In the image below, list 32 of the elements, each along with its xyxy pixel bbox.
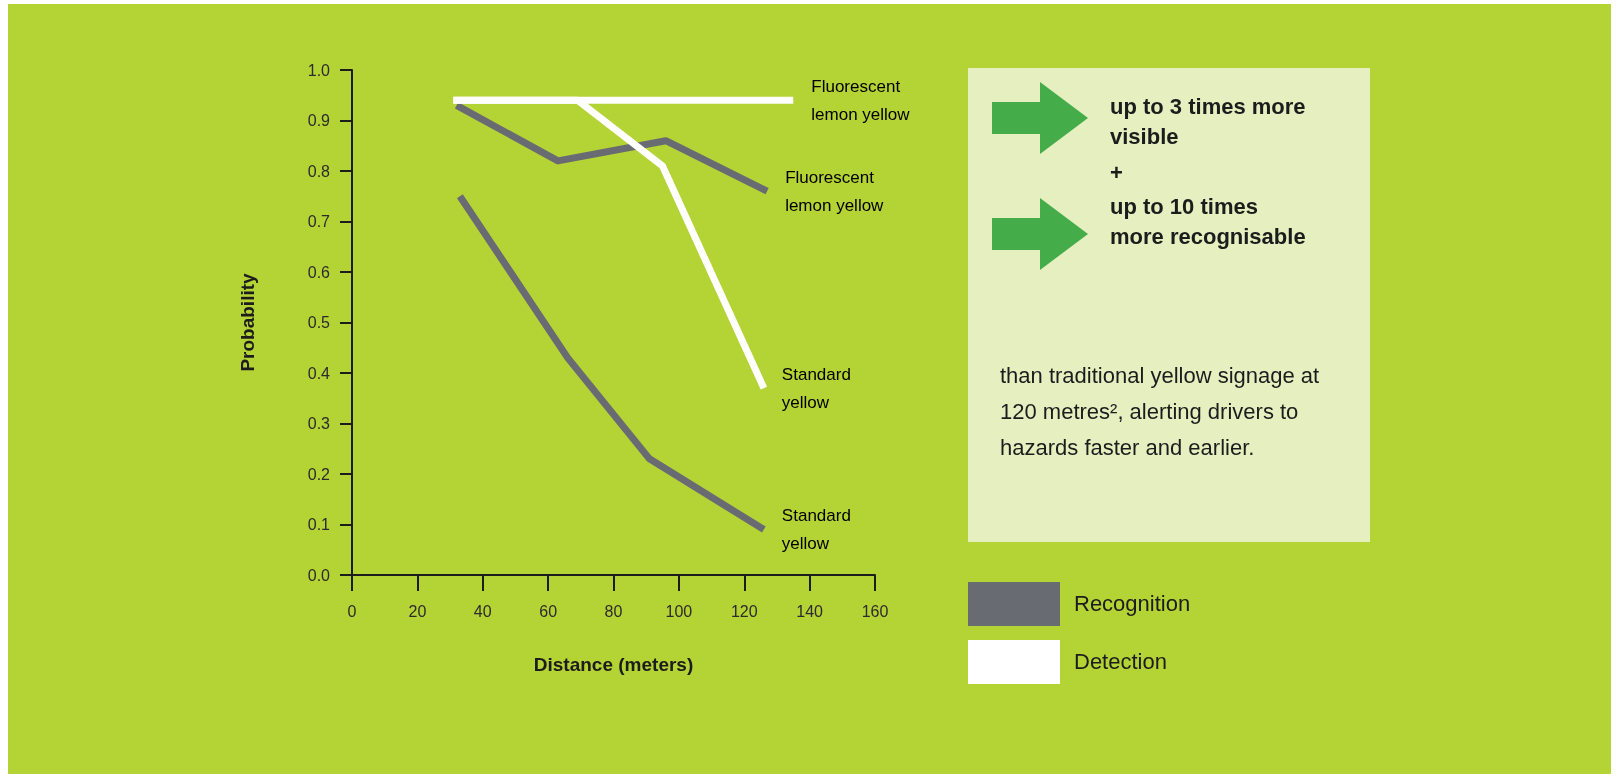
y-tick-label: 0.8 (307, 162, 331, 180)
x-tick-label: 100 (665, 602, 693, 620)
x-tick-label: 140 (796, 602, 824, 620)
x-tick-label: 40 (473, 602, 492, 620)
x-tick-label: 60 (539, 602, 558, 620)
text: than traditional yellow signage at 120 metres², alerting drivers to hazards faster and earlier. (1000, 362, 1321, 462)
text: up to 10 times more recognisable (1110, 193, 1307, 251)
x-tick-label: 20 (408, 602, 427, 620)
x-tick-label: 80 (604, 602, 623, 620)
series-label: Fluorescent lemon yellow (811, 76, 911, 124)
y-tick-label: 0.9 (307, 112, 331, 129)
x-axis-title: Distance (meters) (533, 654, 694, 675)
y-tick-label: 0.6 (307, 263, 331, 281)
text: up to 3 times more visible (1110, 93, 1307, 151)
y-tick-label: 0.7 (307, 213, 331, 230)
x-tick-label: 0 (347, 602, 357, 620)
series-label: Standard yellow (781, 506, 856, 554)
y-tick-label: 1.0 (307, 61, 331, 79)
y-tick-label: 0.3 (307, 415, 331, 432)
y-tick-label: 0.0 (307, 566, 331, 584)
x-tick-label: 120 (730, 602, 758, 620)
y-tick-label: 0.5 (307, 314, 331, 331)
y-tick-label: 0.1 (307, 516, 331, 533)
x-tick-label: 160 (861, 602, 889, 620)
text: + (1110, 160, 1123, 186)
series-label: Standard yellow (781, 364, 856, 412)
y-tick-label: 0.2 (307, 465, 331, 483)
y-tick-label: 0.4 (307, 364, 331, 382)
text: Detection (1074, 649, 1167, 675)
series-label: Fluorescent lemon yellow (785, 167, 885, 215)
y-axis-title: Probability (237, 272, 258, 372)
text: Recognition (1074, 591, 1191, 617)
